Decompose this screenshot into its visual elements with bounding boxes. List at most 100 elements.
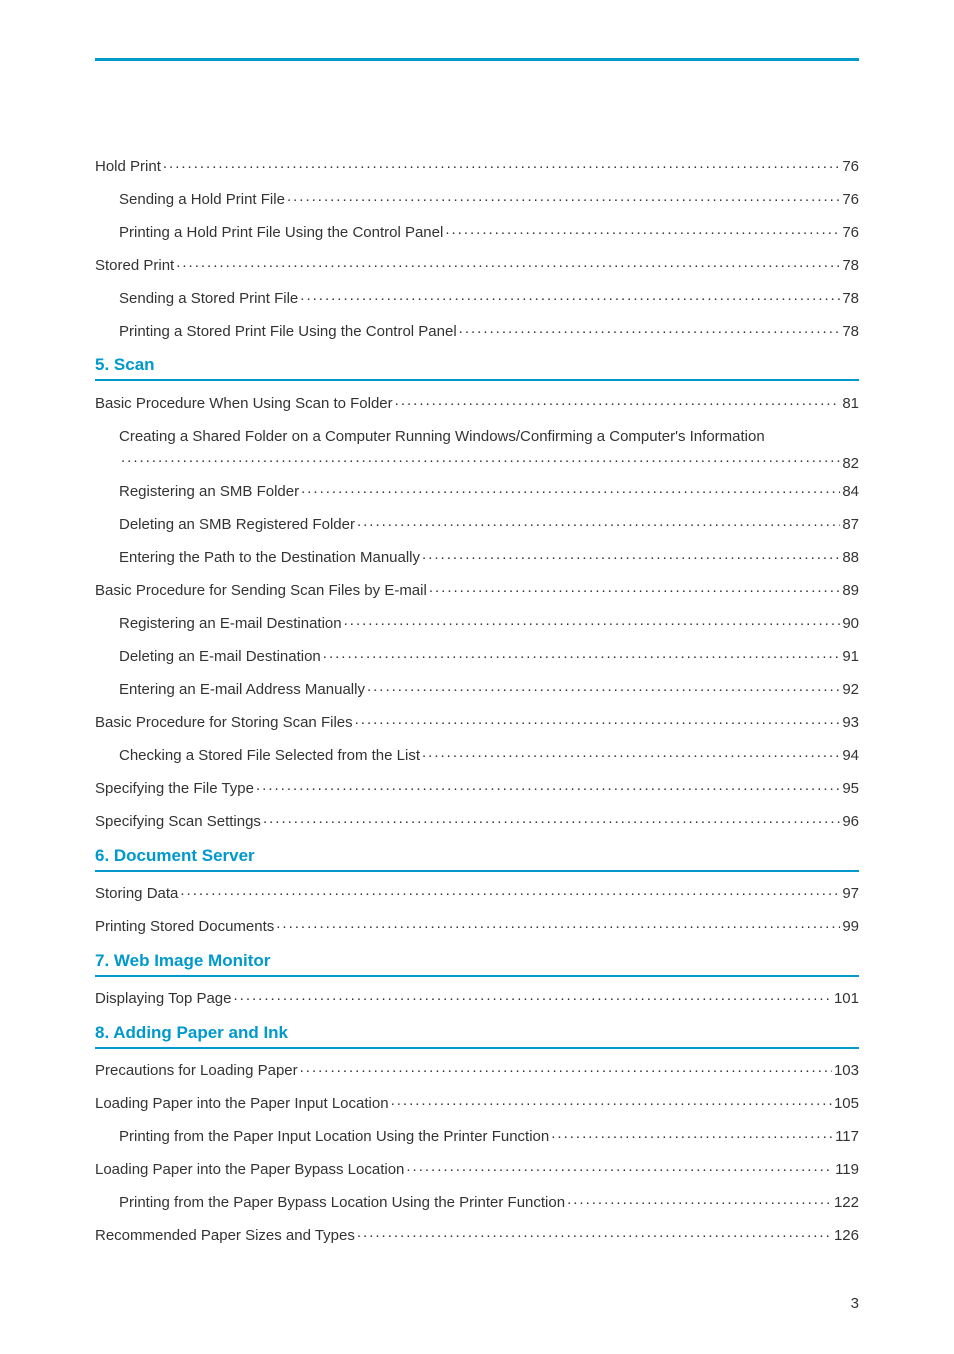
leader-dots: [391, 1093, 832, 1108]
toc-entry: Deleting an E-mail Destination 91: [95, 639, 859, 672]
toc-label: Sending a Stored Print File: [119, 291, 298, 306]
toc-label: Printing from the Paper Input Location U…: [119, 1129, 549, 1144]
page-container: Hold Print 76 Sending a Hold Print File …: [0, 0, 954, 1354]
toc-label: Printing from the Paper Bypass Location …: [119, 1195, 565, 1210]
toc-label: Deleting an E-mail Destination: [119, 649, 321, 664]
toc-page: 119: [835, 1162, 859, 1177]
toc-page: 99: [842, 919, 859, 934]
section-heading-scan: 5. Scan: [95, 346, 859, 381]
toc-page: 94: [842, 748, 859, 763]
leader-dots: [459, 321, 841, 336]
toc-page: 105: [834, 1096, 859, 1111]
toc-label: Stored Print: [95, 258, 174, 273]
toc-entry: Loading Paper into the Paper Input Locat…: [95, 1086, 859, 1119]
toc-entry: Basic Procedure for Storing Scan Files 9…: [95, 705, 859, 738]
toc-page: 78: [842, 258, 859, 273]
toc-page: 96: [842, 814, 859, 829]
toc-entry-wrapped: Creating a Shared Folder on a Computer R…: [95, 418, 859, 474]
leader-dots: [176, 255, 840, 270]
toc-label: Loading Paper into the Paper Bypass Loca…: [95, 1162, 404, 1177]
toc-page: 103: [834, 1063, 859, 1078]
leader-dots: [163, 156, 840, 171]
leader-dots: [344, 613, 841, 628]
section-heading-document-server: 6. Document Server: [95, 837, 859, 872]
toc-entry-continuation: 82: [119, 447, 859, 474]
toc-label: Basic Procedure When Using Scan to Folde…: [95, 396, 393, 411]
page-number: 3: [851, 1295, 859, 1312]
toc-entry: Recommended Paper Sizes and Types 126: [95, 1218, 859, 1251]
leader-dots: [445, 222, 840, 237]
toc-label: Checking a Stored File Selected from the…: [119, 748, 420, 763]
section-heading-web-image-monitor: 7. Web Image Monitor: [95, 942, 859, 977]
toc-page: 81: [842, 396, 859, 411]
toc-entry: Basic Procedure When Using Scan to Folde…: [95, 385, 859, 418]
toc-page: 76: [842, 192, 859, 207]
toc-page: 122: [834, 1195, 859, 1210]
toc-page: 89: [842, 583, 859, 598]
toc-entry: Sending a Hold Print File 76: [95, 181, 859, 214]
toc-entry: Displaying Top Page 101: [95, 981, 859, 1014]
leader-dots: [395, 393, 841, 408]
toc-page: 101: [834, 991, 859, 1006]
leader-dots: [300, 288, 840, 303]
toc-entry: Specifying Scan Settings 96: [95, 804, 859, 837]
toc-page: 91: [842, 649, 859, 664]
toc-content: Hold Print 76 Sending a Hold Print File …: [95, 148, 859, 1251]
leader-dots: [180, 883, 840, 898]
toc-page: 126: [834, 1228, 859, 1243]
toc-page: 117: [835, 1129, 859, 1144]
toc-label: Entering the Path to the Destination Man…: [119, 550, 420, 565]
toc-label: Registering an SMB Folder: [119, 484, 299, 499]
toc-entry: Hold Print 76: [95, 148, 859, 181]
toc-entry: Registering an E-mail Destination 90: [95, 606, 859, 639]
toc-label: Specifying the File Type: [95, 781, 254, 796]
leader-dots: [276, 916, 840, 931]
leader-dots: [406, 1159, 833, 1174]
toc-entry: Precautions for Loading Paper 103: [95, 1053, 859, 1086]
toc-label: Loading Paper into the Paper Input Locat…: [95, 1096, 389, 1111]
toc-page: 93: [842, 715, 859, 730]
toc-label: Recommended Paper Sizes and Types: [95, 1228, 355, 1243]
leader-dots: [367, 679, 840, 694]
header-rule: [95, 58, 859, 61]
toc-entry: Printing from the Paper Bypass Location …: [95, 1185, 859, 1218]
leader-dots: [287, 189, 840, 204]
toc-label: Printing a Stored Print File Using the C…: [119, 324, 457, 339]
toc-page: 92: [842, 682, 859, 697]
toc-page: 82: [842, 453, 859, 474]
leader-dots: [355, 712, 841, 727]
toc-label: Displaying Top Page: [95, 991, 231, 1006]
toc-page: 84: [842, 484, 859, 499]
toc-label: Sending a Hold Print File: [119, 192, 285, 207]
toc-entry: Entering an E-mail Address Manually 92: [95, 672, 859, 705]
toc-page: 97: [842, 886, 859, 901]
leader-dots: [121, 453, 840, 468]
toc-entry: Registering an SMB Folder 84: [95, 474, 859, 507]
toc-label: Basic Procedure for Sending Scan Files b…: [95, 583, 427, 598]
toc-label: Registering an E-mail Destination: [119, 616, 342, 631]
toc-label: Printing Stored Documents: [95, 919, 274, 934]
leader-dots: [567, 1192, 832, 1207]
toc-label: Hold Print: [95, 159, 161, 174]
toc-entry: Entering the Path to the Destination Man…: [95, 540, 859, 573]
toc-label: Precautions for Loading Paper: [95, 1063, 298, 1078]
toc-page: 78: [842, 291, 859, 306]
toc-entry: Printing Stored Documents 99: [95, 909, 859, 942]
toc-entry: Deleting an SMB Registered Folder 87: [95, 507, 859, 540]
toc-entry: Loading Paper into the Paper Bypass Loca…: [95, 1152, 859, 1185]
toc-page: 87: [842, 517, 859, 532]
leader-dots: [422, 547, 840, 562]
toc-page: 78: [842, 324, 859, 339]
toc-entry: Printing from the Paper Input Location U…: [95, 1119, 859, 1152]
toc-page: 76: [842, 225, 859, 240]
toc-label: Storing Data: [95, 886, 178, 901]
toc-entry: Printing a Hold Print File Using the Con…: [95, 214, 859, 247]
toc-label: Creating a Shared Folder on a Computer R…: [119, 428, 765, 445]
toc-entry: Sending a Stored Print File 78: [95, 280, 859, 313]
leader-dots: [263, 811, 840, 826]
toc-label: Entering an E-mail Address Manually: [119, 682, 365, 697]
leader-dots: [256, 778, 840, 793]
toc-entry: Specifying the File Type 95: [95, 771, 859, 804]
leader-dots: [323, 646, 841, 661]
leader-dots: [422, 745, 840, 760]
